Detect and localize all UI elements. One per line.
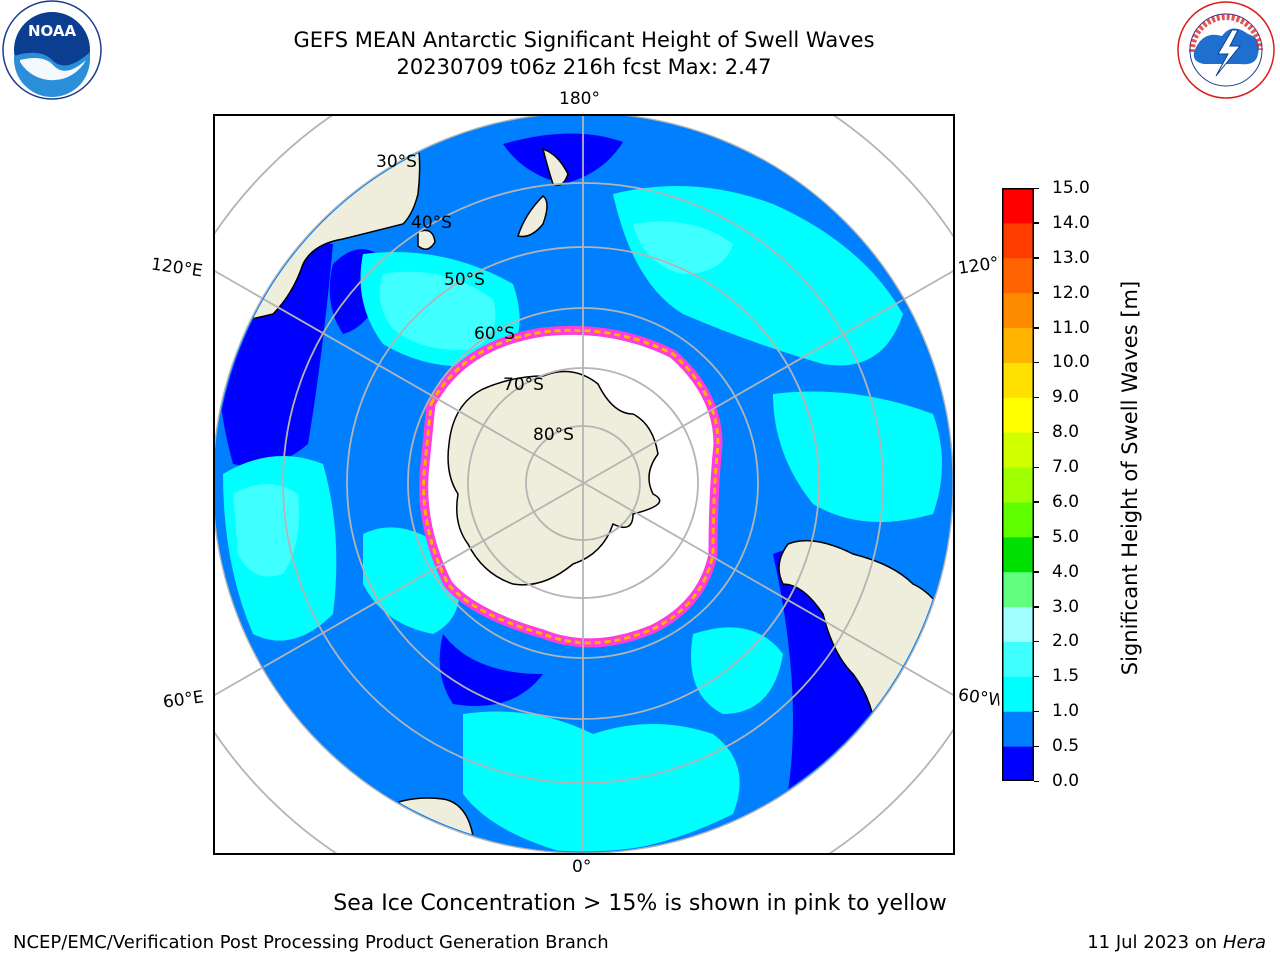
chart-title-line1: GEFS MEAN Antarctic Significant Height o…	[293, 28, 875, 52]
colorbar-tick-mark	[1034, 327, 1039, 329]
colorbar-tick-mark	[1034, 222, 1039, 224]
colorbar-tick-label: 14.0	[1052, 212, 1090, 233]
colorbar-tick-mark	[1034, 396, 1039, 399]
colorbar-tick-label: 11.0	[1052, 317, 1090, 338]
colorbar-segment	[1002, 362, 1034, 398]
colorbar-tick-mark	[1034, 292, 1039, 294]
colorbar-ticks: 0.0 0.5 1.0 1.5 2.0 3.0 4.0 5.0 6.0 7.0 8.0 9.0 10.0…	[1034, 178, 1100, 791]
colorbar-segment	[1002, 327, 1034, 363]
noaa-logo-text: NOAA	[28, 22, 77, 40]
lon-label-0: 0°	[572, 857, 592, 877]
sea-ice-note: Sea Ice Concentration > 15% is shown in …	[333, 891, 947, 916]
noaa-logo: NOAA	[0, 0, 106, 100]
colorbar-tick-label: 12.0	[1052, 282, 1090, 303]
colorbar-tick-mark	[1034, 745, 1039, 748]
colorbar-tick-label: 15.0	[1052, 178, 1090, 198]
colorbar-tick-label: 8.0	[1052, 422, 1080, 443]
colorbar-tick-label: 0.5	[1052, 736, 1080, 757]
colorbar-tick-label: 6.0	[1052, 491, 1080, 512]
colorbar-segment	[1002, 467, 1034, 503]
colorbar-segment	[1002, 397, 1034, 433]
colorbar-tick-mark	[1034, 431, 1039, 434]
colorbar-tick-label: 9.0	[1052, 387, 1080, 408]
colorbar-tick-mark	[1034, 501, 1039, 503]
colorbar-tick-label: 5.0	[1052, 526, 1080, 547]
colorbar-tick-label: 0.0	[1052, 771, 1080, 791]
footer-branch: NCEP/EMC/Verification Post Processing Pr…	[13, 932, 609, 953]
colorbar-tick-label: 3.0	[1052, 596, 1080, 617]
lat-label-30s: 30°S	[376, 152, 417, 172]
lat-label-80s: 80°S	[533, 425, 574, 445]
lon-label-60w: 60°W	[956, 685, 1002, 711]
colorbar-segment	[1002, 571, 1034, 608]
colorbar-tick-label: 1.5	[1052, 666, 1080, 687]
lat-label-60s: 60°S	[474, 324, 515, 344]
lat-label-70s: 70°S	[503, 375, 544, 395]
colorbar-tick-mark	[1034, 466, 1039, 469]
colorbar-tick-mark	[1034, 675, 1039, 678]
nws-logo	[1172, 0, 1280, 100]
colorbar-segment	[1002, 222, 1034, 259]
colorbar-segment	[1002, 432, 1034, 468]
lon-label-120e: 120°E	[149, 254, 204, 282]
colorbar-segment	[1002, 501, 1034, 538]
colorbar-tick-mark	[1034, 536, 1039, 538]
colorbar-tick-mark	[1034, 257, 1039, 259]
colorbar-segment	[1002, 188, 1034, 224]
colorbar-tick-label: 4.0	[1052, 561, 1080, 582]
lat-label-50s: 50°S	[444, 270, 485, 290]
colorbar-tick-mark	[1034, 640, 1039, 643]
colorbar-tick-label: 13.0	[1052, 247, 1090, 268]
footer-date-text: 11 Jul 2023 on	[1087, 932, 1218, 953]
colorbar-tick-mark	[1034, 780, 1039, 782]
longitude-gridlines	[213, 114, 955, 855]
colorbar-segment	[1002, 641, 1034, 677]
colorbar-segment	[1002, 711, 1034, 747]
colorbar-label: Significant Height of Swell Waves [m]	[1118, 280, 1142, 676]
colorbar	[1002, 188, 1034, 782]
lat-label-40s: 40°S	[411, 213, 452, 233]
footer-date: 11 Jul 2023 on Hera	[1087, 932, 1266, 953]
colorbar-segment	[1002, 606, 1034, 642]
lon-label-60e: 60°E	[161, 687, 206, 713]
lon-label-120w: 120°W	[956, 253, 1002, 279]
colorbar-segment	[1002, 676, 1034, 712]
colorbar-tick-mark	[1034, 571, 1039, 573]
map-frame	[213, 114, 955, 855]
footer-host: Hera	[1222, 932, 1266, 953]
lon-label-180: 180°	[559, 89, 600, 109]
colorbar-segment	[1002, 746, 1034, 782]
colorbar-tick-label: 7.0	[1052, 457, 1080, 478]
colorbar-tick-label: 1.0	[1052, 701, 1080, 722]
colorbar-segment	[1002, 292, 1034, 329]
colorbar-tick-label: 2.0	[1052, 631, 1080, 652]
colorbar-tick-label: 10.0	[1052, 352, 1090, 373]
colorbar-tick-mark	[1034, 710, 1039, 713]
colorbar-tick-mark	[1034, 606, 1039, 608]
colorbar-tick-mark	[1034, 361, 1039, 364]
chart-title-line2: 20230709 t06z 216h fcst Max: 2.47	[396, 55, 772, 79]
colorbar-label-box: Significant Height of Swell Waves [m]	[1100, 195, 1160, 775]
polar-map	[213, 114, 955, 855]
colorbar-segment	[1002, 536, 1034, 573]
colorbar-tick-mark	[1034, 187, 1039, 189]
colorbar-segment	[1002, 257, 1034, 294]
